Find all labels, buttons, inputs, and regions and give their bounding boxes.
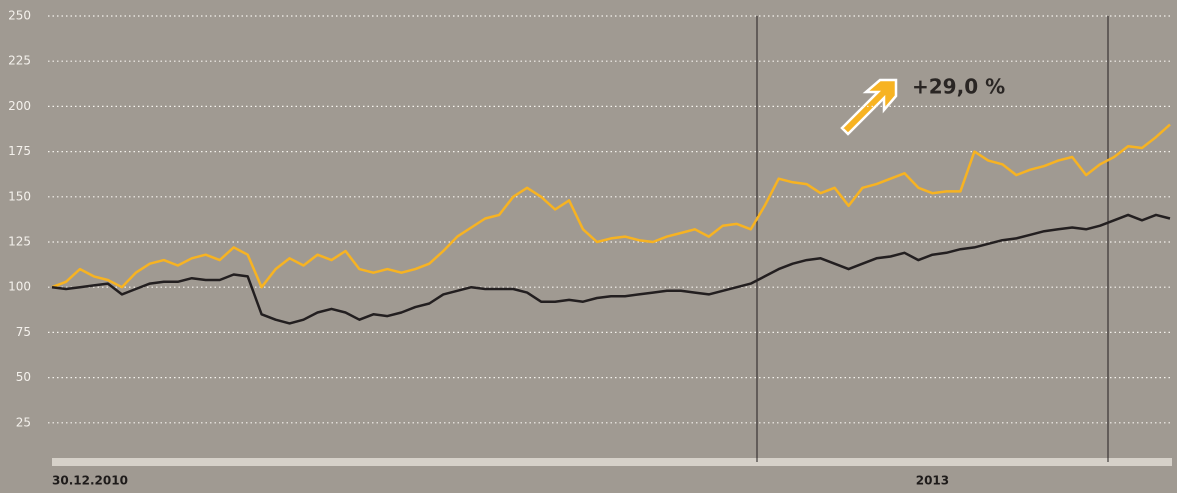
annotation: +29,0 % [912,75,1005,99]
y-tick-label: 25 [16,415,31,429]
y-tick-label: 75 [16,325,31,339]
y-tick-label: 150 [8,189,31,203]
series-line [51,213,1171,325]
x-tick-label: 2013 [916,474,949,488]
arrow-icon [840,78,898,136]
series-line [51,123,1171,289]
time-bar [52,458,1172,466]
y-tick-label: 225 [8,54,31,68]
y-tick-label: 50 [16,370,31,384]
y-tick-label: 175 [8,144,31,158]
y-tick-label: 125 [8,235,31,249]
x-tick-label: 30.12.2010 [52,474,128,488]
y-tick-label: 250 [8,9,31,23]
y-tick-label: 100 [8,280,31,294]
y-tick-label: 200 [8,99,31,113]
